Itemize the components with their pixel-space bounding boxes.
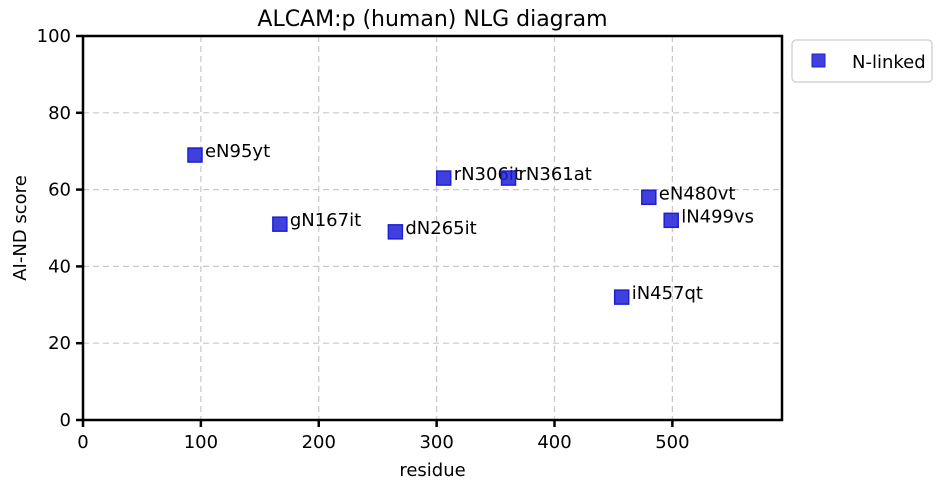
y-tick-label: 40 bbox=[48, 256, 71, 277]
plot-frame bbox=[81, 34, 784, 422]
legend-box bbox=[791, 39, 933, 83]
legend: N-linked bbox=[791, 39, 933, 83]
data-point bbox=[187, 147, 203, 163]
point-label: eN480vt bbox=[659, 183, 736, 204]
chart-title: ALCAM:p (human) NLG diagram bbox=[257, 7, 607, 32]
y-tick-label: 20 bbox=[48, 333, 71, 354]
x-tick-label: 400 bbox=[537, 432, 571, 453]
y-tick-label: 80 bbox=[48, 103, 71, 124]
x-tick-label: 100 bbox=[184, 432, 218, 453]
data-point bbox=[500, 170, 517, 186]
data-point bbox=[435, 170, 452, 186]
data-point bbox=[613, 289, 630, 305]
x-tick-label: 300 bbox=[419, 432, 453, 453]
x-tick-label: 200 bbox=[302, 432, 336, 453]
point-label: iN457qt bbox=[632, 283, 703, 304]
legend-marker bbox=[811, 53, 826, 68]
data-point bbox=[387, 224, 404, 240]
legend-label: N-linked bbox=[852, 52, 926, 73]
data-point bbox=[641, 189, 657, 206]
point-label: dN265it bbox=[405, 218, 476, 239]
y-tick-label: 100 bbox=[37, 26, 71, 47]
point-label: rN361at bbox=[519, 164, 592, 185]
data-point bbox=[663, 212, 679, 229]
x-axis-label: residue bbox=[399, 460, 465, 481]
axis-ticks: 0 100 200 300 400 500 0 20 40 60 80 100 bbox=[37, 26, 690, 453]
x-tick-label: 0 bbox=[77, 432, 88, 453]
x-tick-label: 500 bbox=[655, 432, 689, 453]
point-label: lN499vs bbox=[681, 206, 754, 227]
point-label: gN167it bbox=[290, 210, 361, 231]
data-point bbox=[272, 216, 288, 232]
y-tick-label: 60 bbox=[48, 180, 71, 201]
y-tick-label: 0 bbox=[60, 410, 71, 431]
point-label: eN95yt bbox=[205, 141, 270, 162]
y-axis-label: AI-ND score bbox=[10, 175, 31, 281]
